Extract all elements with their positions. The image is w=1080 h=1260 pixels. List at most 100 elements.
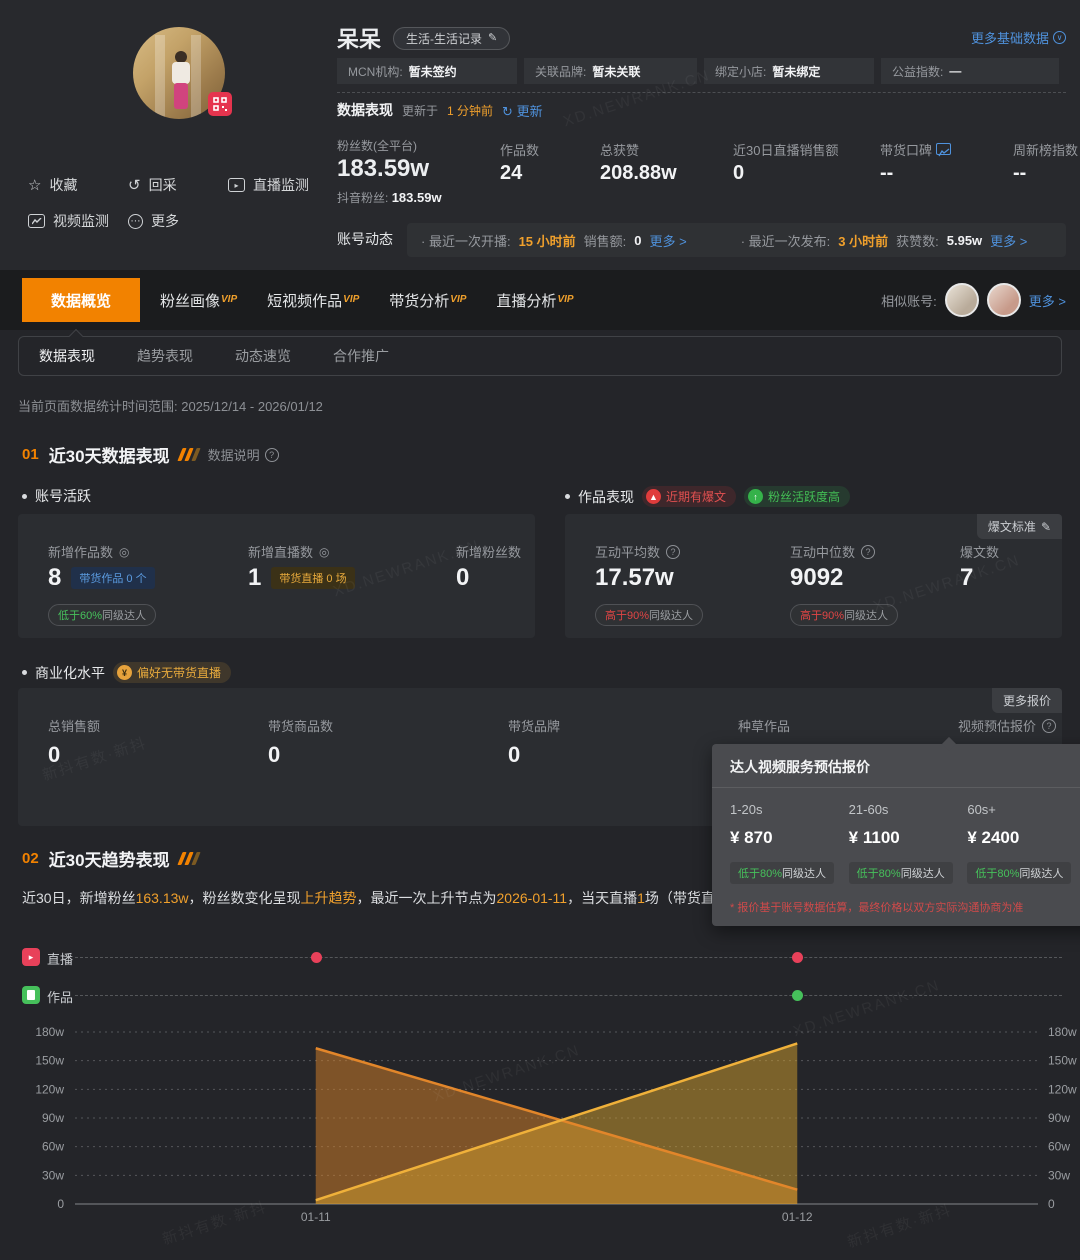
summary-text: ，粉丝数变化呈现 [188, 890, 301, 906]
tab-live-analysis[interactable]: 直播分析VIP [496, 290, 573, 311]
commerce-goods-label: 带货商品数 [268, 719, 334, 734]
question-icon[interactable]: ? [666, 544, 681, 559]
subtab-cooperation[interactable]: 合作推广 [333, 348, 389, 364]
subtab-data-performance[interactable]: 数据表现 [39, 348, 95, 364]
works-legend-label: 作品 [47, 990, 74, 1005]
section1-title: 近30天数据表现 [48, 447, 170, 466]
live-more-link[interactable]: 更多 > [649, 233, 687, 249]
summary-text: ，最近一次上升节点为 [356, 890, 497, 906]
post-more-link[interactable]: 更多 > [990, 233, 1028, 249]
similar-more-link[interactable]: 更多 > [1028, 293, 1066, 309]
tab-short-video[interactable]: 短视频作品VIP [267, 290, 359, 311]
data-explain-link[interactable]: 数据说明 ? [208, 445, 279, 464]
svg-text:60w: 60w [1048, 1140, 1070, 1154]
similar-account-avatar-2[interactable] [986, 283, 1021, 317]
mcn-info: MCN机构: 暂未签约 [337, 58, 517, 84]
tab-fan-portrait[interactable]: 粉丝画像VIP [160, 290, 237, 311]
avg-interaction-value: 17.57w [595, 564, 674, 591]
question-icon[interactable]: ? [861, 544, 876, 559]
svg-text:30w: 30w [1048, 1168, 1070, 1182]
commerce-works-badge: 带货作品 0 个 [71, 567, 155, 589]
sales-label: 销售额: [583, 233, 627, 249]
rank-suffix: 同级达人 [649, 610, 694, 622]
quote-price: ¥ 870 [730, 828, 773, 847]
live-timeline-row: ▸ 直播 [0, 948, 1080, 967]
qr-code-badge-icon[interactable] [208, 92, 232, 116]
svg-text:01-11: 01-11 [301, 1210, 331, 1224]
flame-icon: ▲ [646, 489, 661, 504]
svg-text:30w: 30w [42, 1168, 64, 1182]
seeding-works-label: 种草作品 [738, 719, 791, 734]
favorite-button[interactable]: ☆ 收藏 [28, 175, 77, 195]
more-icon: ⋯ [128, 213, 143, 229]
summary-text: 场（带货直播 [644, 890, 729, 906]
trend-chart-icon[interactable] [936, 143, 952, 157]
edit-icon[interactable]: ✎ [488, 31, 498, 44]
commerce-reputation-text: 带货口碑 [880, 143, 933, 158]
summary-date: 2026-01-11 [496, 890, 568, 906]
live-monitor-icon: ▸ [228, 178, 245, 192]
tab-live-analysis-label: 直播分析 [496, 292, 557, 310]
live-timeline-line [75, 957, 1062, 958]
summary-fans-gain: 163.13w [135, 890, 189, 906]
refresh-icon: ↻ [502, 103, 513, 119]
more-quotes-label: 更多报价 [1002, 694, 1051, 708]
more-quotes-button[interactable]: 更多报价 [991, 688, 1062, 713]
video-monitor-icon [28, 214, 45, 228]
hot-standard-button[interactable]: 爆文标准 ✎ [976, 514, 1062, 539]
live-monitor-button[interactable]: ▸ 直播监测 [228, 175, 309, 195]
median-interaction-label: 互动中位数 [790, 545, 856, 560]
svg-text:01-12: 01-12 [782, 1210, 813, 1224]
video-monitor-button[interactable]: 视频监测 [28, 211, 109, 231]
rank-suffix: 同级达人 [844, 610, 889, 622]
new-fans-label: 新增粉丝数 [456, 545, 522, 560]
douyin-fans-label: 抖音粉丝: [337, 191, 389, 205]
video-monitor-label: 视频监测 [53, 213, 109, 229]
more-actions-button[interactable]: ⋯ 更多 [128, 211, 179, 231]
quote-item: 21-60s ¥ 1100 低于80% 同级达人 [848, 802, 968, 884]
last-live-time: 15 小时前 [518, 233, 576, 249]
commerce-goods-value: 0 [268, 742, 281, 767]
category-tag[interactable]: 生活-生活记录 ✎ [393, 26, 511, 50]
live-play-icon: ▸ [22, 948, 40, 966]
weekly-rank-value: -- [1013, 162, 1027, 184]
quote-price: ¥ 1100 [848, 828, 900, 847]
profile-header: ☆ 收藏 ↺ 回采 ▸ 直播监测 视频监测 ⋯ 更多 呆呆 生活-生活记录 ✎ [0, 0, 1080, 270]
fan-activity-badge: ↑ 粉丝活跃度高 [744, 486, 851, 507]
quote-duration: 1-20s [730, 802, 763, 817]
eye-icon[interactable]: ◎ [319, 544, 330, 559]
hot-content-badge-label: 近期有爆文 [666, 490, 727, 504]
vip-badge: VIP [343, 293, 360, 305]
brand-info: 关联品牌: 暂未关联 [524, 58, 697, 84]
vip-badge: VIP [557, 293, 574, 305]
likes-value: 5.95w [946, 232, 983, 248]
tab-commerce-analysis-label: 带货分析 [389, 292, 450, 310]
recollect-button[interactable]: ↺ 回采 [128, 175, 177, 195]
tab-commerce-analysis[interactable]: 带货分析VIP [389, 290, 466, 311]
svg-text:60w: 60w [42, 1140, 64, 1154]
tab-data-overview[interactable]: 数据概览 [22, 278, 140, 322]
new-lives-label: 新增直播数 [248, 545, 314, 560]
similar-account-avatar-1[interactable] [944, 283, 979, 317]
timeline-event-dot [792, 952, 804, 963]
subtab-trend-performance[interactable]: 趋势表现 [137, 348, 193, 364]
more-basic-data-link[interactable]: 更多基础数据 ∨ [971, 28, 1066, 47]
works-timeline-line [75, 995, 1062, 996]
question-icon[interactable]: ? [264, 447, 279, 462]
shop-info: 绑定小店: 暂未绑定 [704, 58, 874, 84]
avatar[interactable] [133, 27, 225, 119]
account-active-card: 新增作品数 ◎ 8 带货作品 0 个 低于60% 同级达人 新增直播数 ◎ 1 … [18, 514, 535, 638]
commerce-brands-label: 带货品牌 [508, 719, 561, 734]
summary-text: 近30日，新增粉丝 [22, 890, 136, 906]
category-tag-label: 生活-生活记录 [406, 31, 483, 46]
eye-icon[interactable]: ◎ [119, 544, 130, 559]
question-icon[interactable]: ? [1042, 718, 1057, 733]
svg-text:120w: 120w [35, 1082, 64, 1096]
account-active-title: 账号活跃 [35, 488, 91, 504]
quote-item: 1-20s ¥ 870 低于80% 同级达人 [730, 802, 849, 884]
fans-trend-chart: 180w 180w 150w 150w 120w 120w 90w 90w 60w 60w 30w 3… [35, 1025, 1077, 1224]
subtab-dynamic-overview[interactable]: 动态速览 [235, 348, 291, 364]
refresh-button[interactable]: ↻ 更新 [502, 101, 543, 120]
total-likes-value: 208.88w [600, 162, 677, 184]
live-sales-30d-value: 0 [733, 162, 745, 184]
